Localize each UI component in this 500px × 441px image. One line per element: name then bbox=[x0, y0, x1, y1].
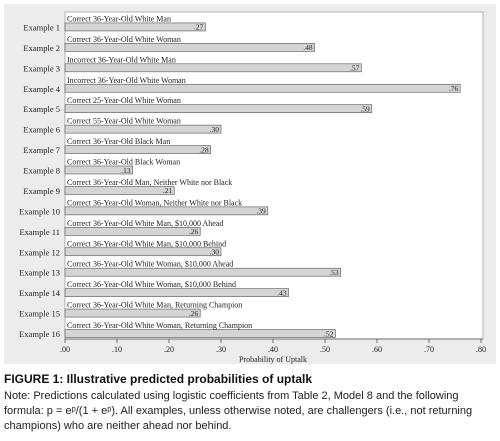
category-label: Example 4 bbox=[23, 84, 60, 94]
figure-panel: Example 1 Correct 36-Year-Old White Man .2… bbox=[4, 4, 496, 364]
value-label: .39 bbox=[256, 207, 266, 216]
category-label: Example 8 bbox=[23, 166, 60, 176]
bar bbox=[64, 165, 133, 175]
bar bbox=[64, 288, 289, 297]
bar-description: Correct 36-Year-Old White Man bbox=[67, 14, 171, 23]
x-tick-label: .20 bbox=[164, 345, 174, 354]
value-label: .57 bbox=[350, 64, 360, 73]
category-label: Example 5 bbox=[23, 104, 60, 114]
x-tick-label: .10 bbox=[112, 345, 122, 354]
x-tick-label: .60 bbox=[372, 345, 382, 354]
bar-description: Incorrect 36-Year-Old White Man bbox=[67, 55, 176, 64]
bar-description: Correct 36-Year-Old White Woman, $10,000… bbox=[67, 280, 236, 289]
value-label: .53 bbox=[329, 268, 339, 277]
bar-description: Correct 36-Year-Old White Woman bbox=[67, 35, 181, 44]
bar-description: Correct 36-Year-Old White Man, Returning… bbox=[67, 301, 242, 310]
category-label: Example 2 bbox=[23, 43, 60, 53]
bar-description: Correct 36-Year-Old Woman, Neither White… bbox=[67, 198, 242, 207]
bar-description: Correct 36-Year-Old White Man, $10,000 A… bbox=[67, 219, 223, 228]
value-label: .52 bbox=[324, 329, 334, 338]
bar bbox=[64, 63, 362, 73]
x-tick-label: .70 bbox=[424, 345, 434, 354]
bar-description: Correct 55-Year-Old White Woman bbox=[67, 117, 181, 126]
x-tick-label: .30 bbox=[216, 345, 226, 354]
bar-description: Correct 36-Year-Old White Woman, $10,000… bbox=[67, 260, 233, 269]
category-label: Example 13 bbox=[19, 268, 60, 278]
bar bbox=[64, 145, 211, 154]
category-label: Example 3 bbox=[23, 63, 60, 73]
bar-description: Correct 36-Year-Old White Man, $10,000 B… bbox=[67, 239, 226, 248]
value-label: .21 bbox=[163, 186, 173, 195]
value-label: .30 bbox=[210, 248, 220, 257]
figure-caption: FIGURE 1: Illustrative predicted probabi… bbox=[4, 372, 494, 434]
value-label: .28 bbox=[199, 145, 209, 154]
caption-note: Note: Predictions calculated using logis… bbox=[4, 390, 473, 432]
category-label: Example 12 bbox=[19, 247, 60, 257]
bar-chart: Example 1 Correct 36-Year-Old White Man .2… bbox=[19, 11, 486, 364]
value-label: .27 bbox=[194, 23, 204, 32]
value-label: .48 bbox=[303, 43, 313, 52]
value-label: .43 bbox=[277, 288, 287, 297]
category-label: Example 7 bbox=[23, 145, 60, 155]
bar bbox=[64, 329, 336, 338]
category-label: Example 11 bbox=[19, 227, 60, 237]
bar bbox=[64, 104, 373, 113]
x-axis-title: Probability of Uptalk bbox=[239, 355, 307, 364]
value-label: .30 bbox=[210, 125, 220, 134]
category-label: Example 10 bbox=[19, 206, 60, 216]
category-label: Example 9 bbox=[23, 186, 60, 196]
bar bbox=[64, 83, 461, 93]
x-tick-label: .40 bbox=[268, 345, 278, 354]
category-label: Example 16 bbox=[19, 329, 60, 339]
value-label: .76 bbox=[449, 84, 459, 93]
category-label: Example 15 bbox=[19, 309, 60, 319]
x-tick-label: .80 bbox=[476, 345, 486, 354]
value-label: .26 bbox=[189, 227, 199, 236]
caption-title: FIGURE 1: Illustrative predicted probabi… bbox=[4, 372, 313, 386]
category-label: Example 1 bbox=[23, 22, 60, 32]
bar-description: Correct 36-Year-Old Man, Neither White n… bbox=[67, 178, 232, 187]
bar-description: Correct 36-Year-Old Black Man bbox=[67, 137, 170, 146]
bar-description: Correct 36-Year-Old Black Woman bbox=[67, 158, 180, 167]
bar bbox=[64, 186, 175, 195]
bar bbox=[64, 43, 315, 52]
value-label: .26 bbox=[189, 309, 199, 318]
value-label: .59 bbox=[360, 104, 370, 113]
bar bbox=[64, 206, 269, 216]
bar bbox=[64, 22, 206, 32]
bar bbox=[64, 247, 222, 257]
category-label: Example 6 bbox=[23, 125, 60, 135]
bar bbox=[64, 124, 222, 134]
category-label: Example 14 bbox=[19, 288, 61, 298]
bar-description: Correct 36-Year-Old White Woman, Returni… bbox=[67, 321, 252, 330]
value-label: .13 bbox=[121, 166, 131, 175]
bar bbox=[64, 308, 201, 318]
x-tick-label: .50 bbox=[320, 345, 330, 354]
bar-description: Incorrect 36-Year-Old White Woman bbox=[67, 76, 186, 85]
bar-description: Correct 25-Year-Old White Woman bbox=[67, 96, 181, 105]
x-tick-label: .00 bbox=[60, 345, 70, 354]
bar bbox=[64, 227, 201, 236]
bar bbox=[64, 267, 341, 277]
